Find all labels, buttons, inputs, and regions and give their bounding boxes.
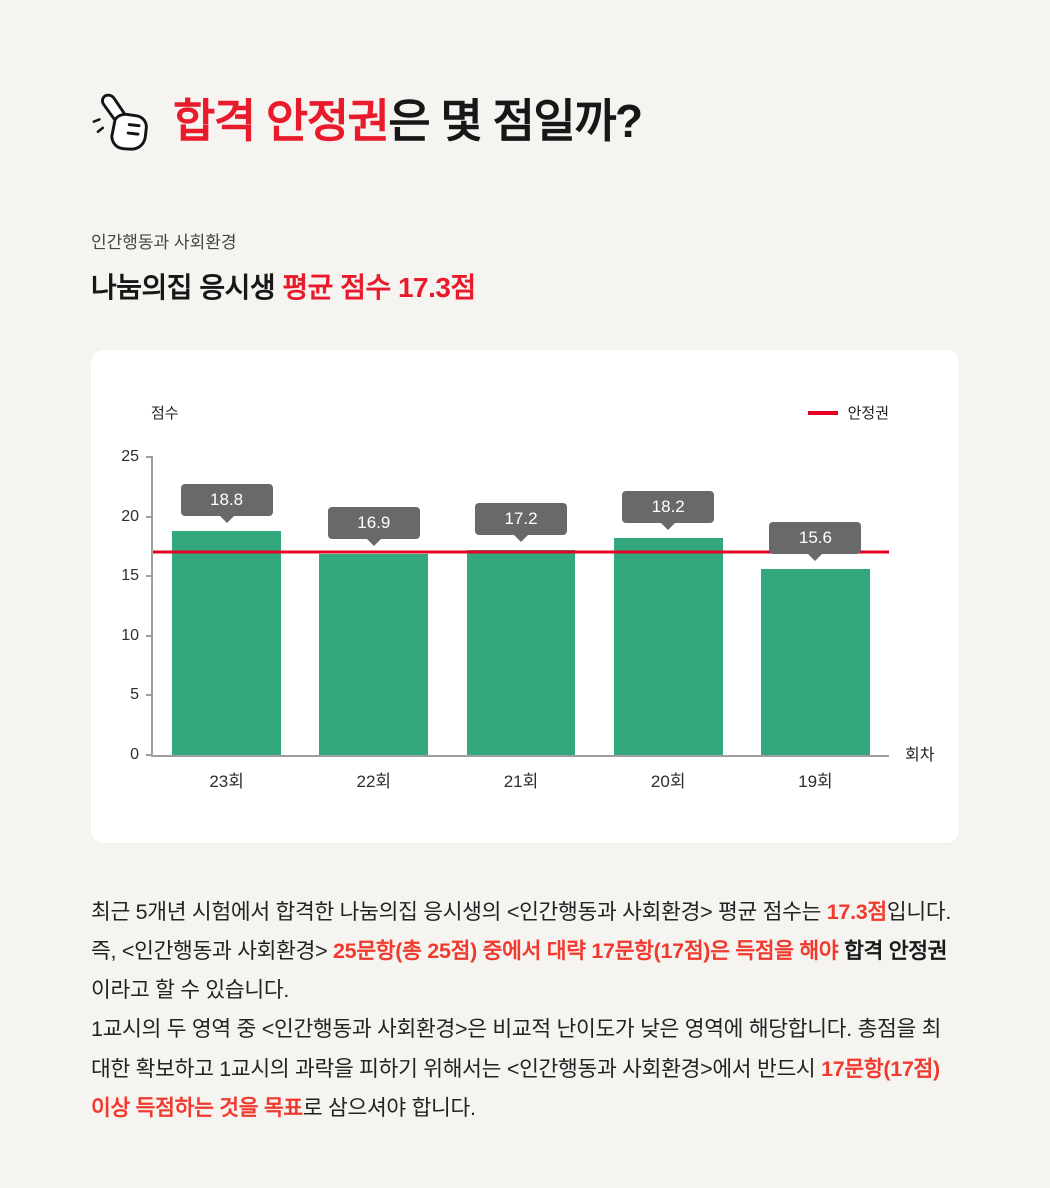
body-text-segment: 1교시의 두 영역 중 <인간행동과 사회환경>은 비교적 난이도가 낮은 영역… — [91, 1017, 942, 1081]
page-title-rest: 은 몇 점일까? — [388, 94, 643, 147]
intro-section: 인간행동과 사회환경 나눔의집 응시생 평균 점수 17.3점 — [91, 228, 959, 306]
x-tick-label: 23회 — [209, 772, 244, 791]
y-tick-mark — [146, 515, 153, 518]
x-tick-label: 22회 — [356, 772, 392, 791]
y-tick-label: 15 — [121, 567, 139, 585]
page-header: 합격 안정권은 몇 점일까? — [91, 88, 959, 154]
chart-legend: 안정권 — [807, 402, 889, 423]
pointing-hand-icon — [88, 85, 157, 157]
section-title-plain: 나눔의집 응시생 — [91, 272, 283, 303]
legend-line-swatch — [807, 410, 838, 415]
y-tick-label: 25 — [121, 448, 139, 465]
body-text-segment: 최근 5개년 시험에서 합격한 나눔의집 응시생의 <인간행동과 사회환경> 평… — [91, 900, 827, 924]
bar-value-label: 18.2 — [622, 491, 715, 531]
bar-slot: 18.2 20회 — [595, 457, 742, 791]
x-tick-label: 21회 — [503, 772, 539, 791]
body-text-highlight: 17문항(17점) 이상 득점하는 것을 목표 — [91, 1056, 940, 1120]
x-tick-label: 20회 — [650, 772, 686, 791]
bar-20회 — [613, 538, 723, 755]
body-text-segment: 로 삼으셔야 합니다. — [302, 1095, 476, 1120]
body-text: 최근 5개년 시험에서 합격한 나눔의집 응시생의 <인간행동과 사회환경> 평… — [91, 893, 959, 1128]
bar-slot: 15.6 19회 — [742, 457, 889, 791]
section-title: 나눔의집 응시생 평균 점수 17.3점 — [91, 266, 959, 306]
bar-value-label: 18.8 — [180, 483, 273, 523]
body-text-highlight: 25문항(총 25점) 중에서 대략 17문항(17점)은 득점을 해야 — [333, 939, 845, 964]
y-tick-mark — [146, 575, 153, 578]
bar-slot: 17.2 21회 — [447, 457, 594, 791]
body-text-highlight: 17.3점 — [826, 900, 887, 924]
body-text-segment: 입니다. 즉, <인간행동과 사회환경> — [91, 900, 952, 964]
y-tick-label: 0 — [130, 746, 139, 763]
x-axis-title: 회차 — [905, 747, 935, 764]
category-label: 인간행동과 사회환경 — [91, 233, 237, 252]
x-tick-label: 19회 — [798, 772, 833, 791]
y-axis-title: 점수 — [151, 405, 179, 422]
y-tick-mark — [146, 456, 153, 458]
y-tick-label: 5 — [130, 686, 139, 704]
body-text-highlight: 합격 안정권 — [844, 939, 948, 964]
y-tick-mark — [146, 634, 153, 637]
chart-header-row: 점수 안정권 — [151, 402, 889, 423]
bar-19회 — [760, 569, 870, 755]
bar-23회 — [172, 530, 282, 755]
y-tick-label: 20 — [121, 507, 139, 525]
y-tick-mark — [146, 694, 153, 697]
page-title-accent: 합격 안정권 — [173, 94, 390, 147]
safe-zone-reference-line — [153, 550, 889, 554]
bar-22회 — [319, 553, 429, 755]
score-chart-card: 점수 안정권 회차 0 5 10 15 20 25 18.8 23회 16.9 22회 17.2 21… — [91, 350, 959, 843]
body-paragraph: 최근 5개년 시험에서 합격한 나눔의집 응시생의 <인간행동과 사회환경> 평… — [91, 893, 959, 1010]
body-text-segment: 이라고 할 수 있습니다. — [91, 978, 290, 1003]
bar-value-label: 17.2 — [475, 502, 567, 542]
section-title-accent: 평균 점수 17.3점 — [282, 272, 476, 303]
bar-chart-plot: 회차 0 5 10 15 20 25 18.8 23회 16.9 22회 17.2 21회 18.2 20… — [121, 449, 934, 792]
y-tick-mark — [146, 754, 153, 756]
body-paragraph: 1교시의 두 영역 중 <인간행동과 사회환경>은 비교적 난이도가 낮은 영역… — [91, 1010, 959, 1127]
bar-slot: 18.8 23회 — [153, 457, 300, 791]
y-tick-label: 10 — [121, 626, 139, 644]
page-title: 합격 안정권은 몇 점일까? — [173, 94, 643, 147]
bar-slot: 16.9 22회 — [300, 457, 447, 791]
bar-value-label: 15.6 — [769, 522, 862, 562]
bar-21회 — [466, 549, 576, 755]
bar-value-label: 16.9 — [327, 506, 420, 546]
legend-label: 안정권 — [847, 405, 889, 422]
